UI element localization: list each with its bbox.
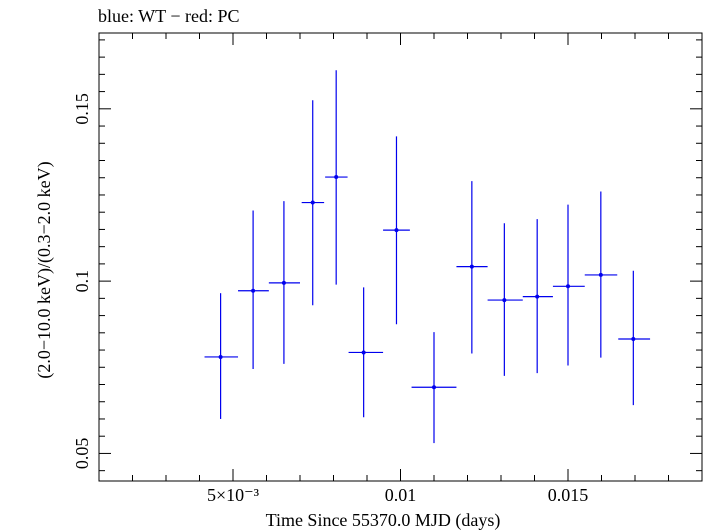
point-marker — [535, 294, 540, 299]
x-tick-label: 5×10⁻³ — [207, 485, 260, 505]
point-marker — [310, 200, 315, 205]
data-point — [411, 332, 457, 444]
data-point — [456, 181, 488, 354]
data-point — [584, 191, 618, 358]
y-axis: 0.05 0.1 0.15 — [72, 39, 702, 472]
x-axis-label: Time Since 55370.0 MJD (days) — [266, 510, 501, 531]
point-marker — [251, 288, 256, 293]
data-point — [325, 70, 348, 285]
y-tick-label: 0.1 — [72, 270, 92, 293]
point-marker — [502, 298, 507, 303]
point-marker — [469, 264, 474, 269]
point-marker — [281, 280, 286, 285]
point-marker — [598, 272, 603, 277]
data-point — [383, 136, 410, 325]
data-point — [238, 210, 269, 369]
point-marker — [361, 350, 366, 355]
plot-frame — [98, 32, 703, 482]
point-marker — [432, 385, 436, 390]
point-marker — [394, 228, 399, 233]
x-tick-label: 0.01 — [385, 485, 417, 505]
data-point — [552, 204, 585, 366]
y-tick-label: 0.05 — [72, 438, 92, 470]
x-axis: 5×10⁻³ 0.01 0.015 — [98, 33, 703, 505]
point-marker — [218, 354, 223, 359]
y-tick-label: 0.15 — [72, 93, 92, 125]
point-marker — [631, 337, 636, 342]
data-points — [204, 70, 651, 444]
x-tick-label: 0.015 — [548, 485, 589, 505]
data-point — [301, 100, 325, 306]
data-point — [522, 219, 553, 374]
point-marker — [566, 284, 570, 289]
data-point — [204, 293, 239, 419]
point-marker — [334, 175, 339, 180]
data-point — [348, 287, 384, 418]
chart-title: blue: WT − red: PC — [98, 6, 239, 26]
data-point — [487, 223, 523, 376]
y-axis-label: (2.0−10.0 keV)/(0.3−2.0 keV) — [34, 161, 55, 378]
data-point — [618, 270, 651, 406]
data-point — [268, 201, 300, 364]
